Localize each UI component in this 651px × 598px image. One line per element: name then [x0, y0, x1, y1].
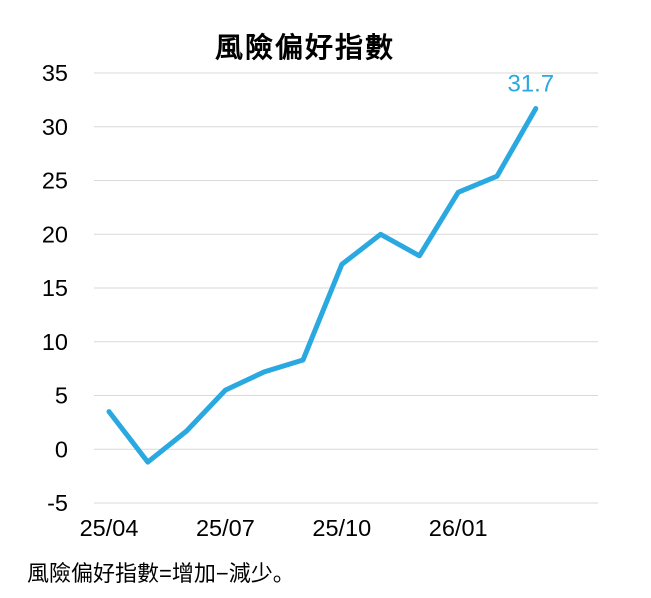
x-axis-tick-label: 25/10 [312, 515, 371, 541]
y-axis-tick-label: 25 [42, 168, 68, 194]
y-axis-tick-label: -5 [47, 490, 68, 516]
y-axis-tick-label: 30 [42, 114, 68, 140]
y-axis-tick-label: 0 [55, 436, 68, 462]
chart-footnote: 風險偏好指數=增加−減少。 [27, 561, 295, 586]
x-axis-tick-label: 25/04 [80, 515, 139, 541]
y-axis-tick-label: 5 [55, 383, 68, 409]
x-axis-tick-label: 26/01 [429, 515, 488, 541]
chart-title: 風險偏好指數 [214, 32, 395, 63]
y-axis-tick-label: 35 [42, 60, 68, 86]
x-axis-tick-label: 25/07 [196, 515, 255, 541]
line-chart: -5 0 5 10 15 20 25 30 35 25/04 25/07 25/10 26/01 31.7 [42, 60, 598, 541]
y-axis-tick-label: 20 [42, 221, 68, 247]
y-axis-tick-label: 10 [42, 329, 68, 355]
y-axis-tick-label: 15 [42, 275, 68, 301]
last-point-value-label: 31.7 [507, 70, 554, 97]
risk-index-line [106, 106, 539, 465]
